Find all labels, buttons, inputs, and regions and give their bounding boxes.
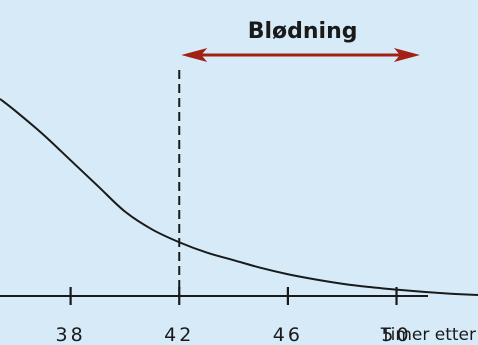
x-tick-label: 46 [273, 324, 303, 345]
series-line [0, 98, 478, 296]
annotation-label: Blødning [248, 19, 358, 44]
annotation-arrowhead-right [394, 48, 420, 62]
x-tick-label: 50 [381, 324, 411, 345]
annotation-arrowhead-left [181, 48, 208, 62]
x-tick-label: 38 [56, 324, 86, 345]
x-axis-title: Timer etter [380, 325, 476, 345]
x-tick-label: 42 [164, 324, 194, 345]
